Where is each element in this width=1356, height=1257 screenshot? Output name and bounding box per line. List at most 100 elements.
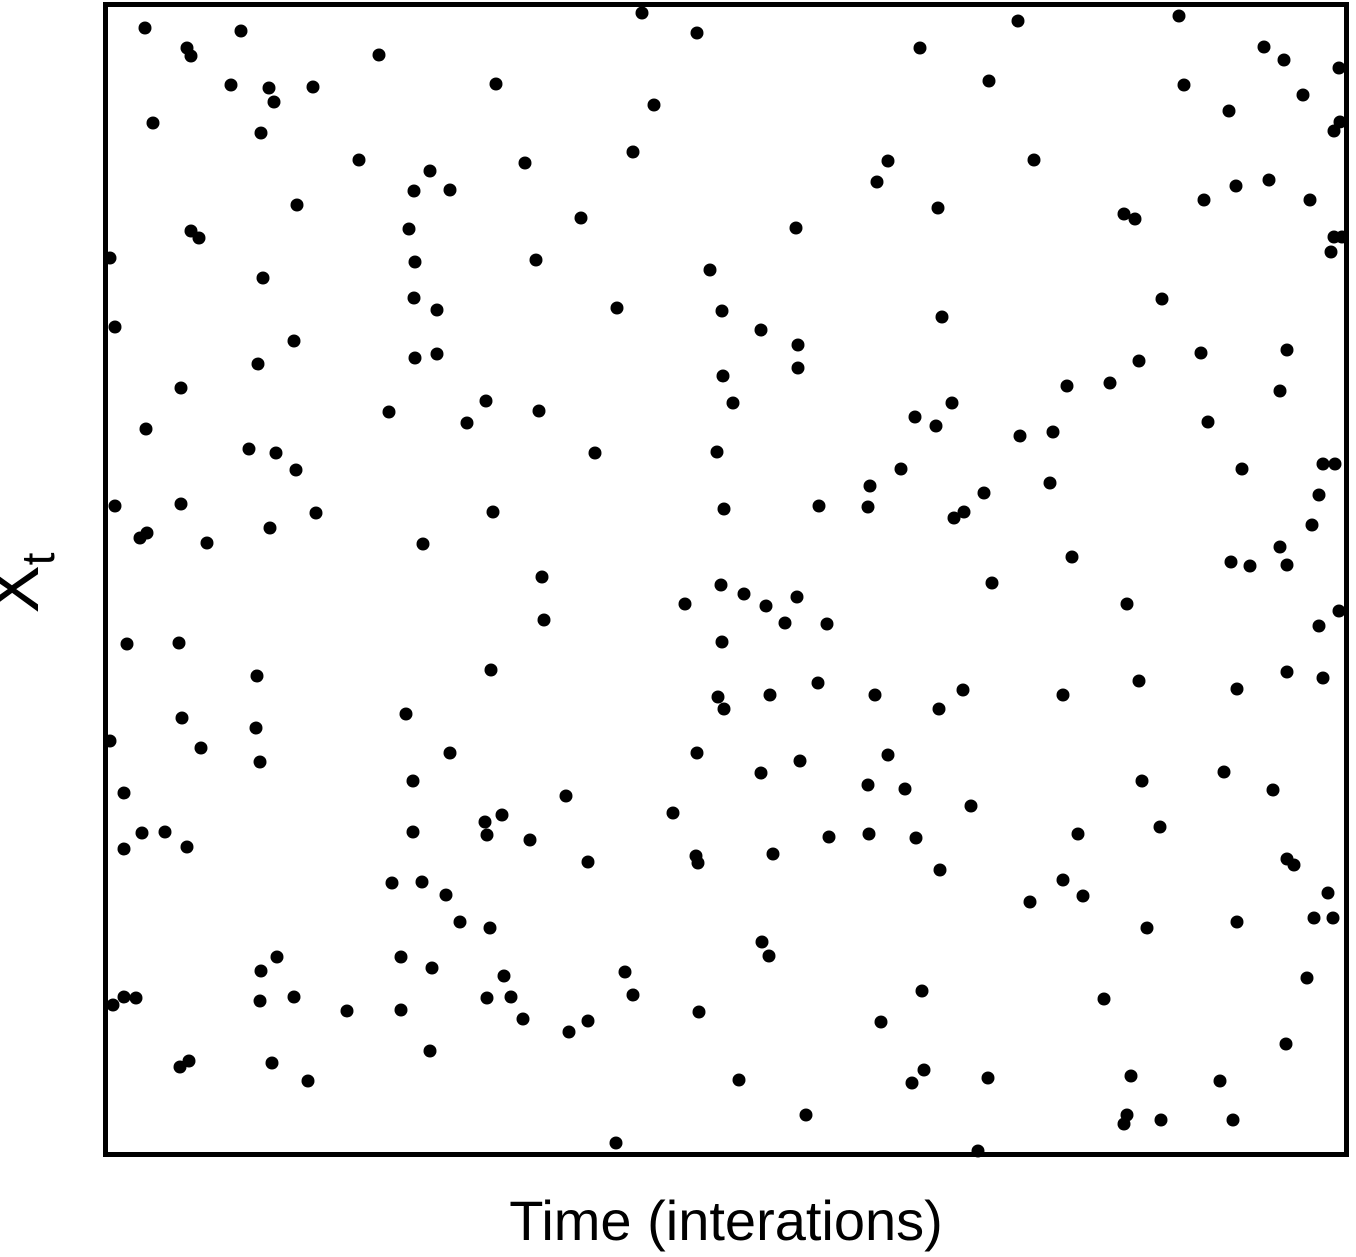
data-point — [791, 361, 805, 375]
data-point — [562, 1025, 576, 1039]
data-point — [194, 741, 208, 755]
data-point — [265, 1056, 279, 1070]
data-point — [1273, 540, 1287, 554]
data-point — [981, 1071, 995, 1085]
data-point — [1056, 873, 1070, 887]
data-point — [407, 184, 421, 198]
data-point — [1312, 619, 1326, 633]
data-point — [249, 721, 263, 735]
data-point — [262, 81, 276, 95]
data-point — [666, 806, 680, 820]
y-axis-label: Xt — [0, 552, 64, 613]
data-point — [532, 404, 546, 418]
data-point — [931, 201, 945, 215]
data-point — [1262, 173, 1276, 187]
data-point — [1303, 193, 1317, 207]
data-point — [394, 1003, 408, 1017]
data-point — [1197, 193, 1211, 207]
data-point — [423, 1044, 437, 1058]
data-point — [535, 570, 549, 584]
data-point — [933, 863, 947, 877]
data-point — [479, 394, 493, 408]
plot-frame-group — [103, 2, 1349, 1157]
data-point — [253, 755, 267, 769]
data-point — [385, 876, 399, 890]
data-point — [1230, 915, 1244, 929]
data-point — [518, 156, 532, 170]
data-point — [489, 77, 503, 91]
data-point — [1060, 379, 1074, 393]
data-point — [267, 95, 281, 109]
data-point — [754, 323, 768, 337]
data-point — [1011, 14, 1025, 28]
data-point — [173, 1060, 187, 1074]
data-point — [737, 587, 751, 601]
data-point — [1065, 550, 1079, 564]
data-point — [1335, 230, 1349, 244]
data-point — [139, 422, 153, 436]
data-point — [1155, 292, 1169, 306]
data-point — [1287, 858, 1301, 872]
data-point — [559, 789, 573, 803]
data-point — [460, 416, 474, 430]
data-point — [224, 78, 238, 92]
data-point — [971, 1144, 985, 1158]
data-point — [755, 935, 769, 949]
data-point — [497, 969, 511, 983]
data-point — [581, 1014, 595, 1028]
data-point — [581, 855, 595, 869]
data-point — [1128, 212, 1142, 226]
data-point — [129, 991, 143, 1005]
data-point — [1316, 457, 1330, 471]
x-axis-label: Time (interations) — [509, 1189, 943, 1252]
data-point — [287, 334, 301, 348]
data-point — [430, 303, 444, 317]
data-point — [763, 688, 777, 702]
data-point — [480, 991, 494, 1005]
data-point — [158, 825, 172, 839]
data-point — [289, 463, 303, 477]
data-point — [759, 599, 773, 613]
data-point — [1194, 346, 1208, 360]
data-point — [537, 613, 551, 627]
data-point — [1056, 688, 1070, 702]
data-point — [1153, 820, 1167, 834]
data-point — [269, 446, 283, 460]
data-point — [1273, 384, 1287, 398]
data-point — [1154, 1113, 1168, 1127]
data-point — [1117, 1117, 1131, 1131]
data-point — [710, 445, 724, 459]
data-point — [175, 711, 189, 725]
data-point — [416, 537, 430, 551]
data-point — [135, 826, 149, 840]
data-point — [406, 825, 420, 839]
data-point — [1235, 462, 1249, 476]
data-point — [174, 381, 188, 395]
data-point — [626, 988, 640, 1002]
data-point — [766, 847, 780, 861]
data-point — [588, 446, 602, 460]
data-point — [382, 405, 396, 419]
data-point — [913, 41, 927, 55]
data-point — [726, 396, 740, 410]
data-point — [917, 1063, 931, 1077]
data-point — [523, 833, 537, 847]
data-point — [690, 26, 704, 40]
data-point — [108, 499, 122, 513]
data-point — [881, 748, 895, 762]
data-point — [372, 48, 386, 62]
data-point — [430, 347, 444, 361]
data-point — [717, 702, 731, 716]
data-point — [1132, 674, 1146, 688]
data-point — [715, 635, 729, 649]
data-point — [610, 301, 624, 315]
data-point — [1296, 88, 1310, 102]
data-point — [1217, 765, 1231, 779]
data-point — [399, 707, 413, 721]
data-point — [908, 410, 922, 424]
data-point — [529, 253, 543, 267]
data-point — [862, 827, 876, 841]
data-point — [184, 49, 198, 63]
